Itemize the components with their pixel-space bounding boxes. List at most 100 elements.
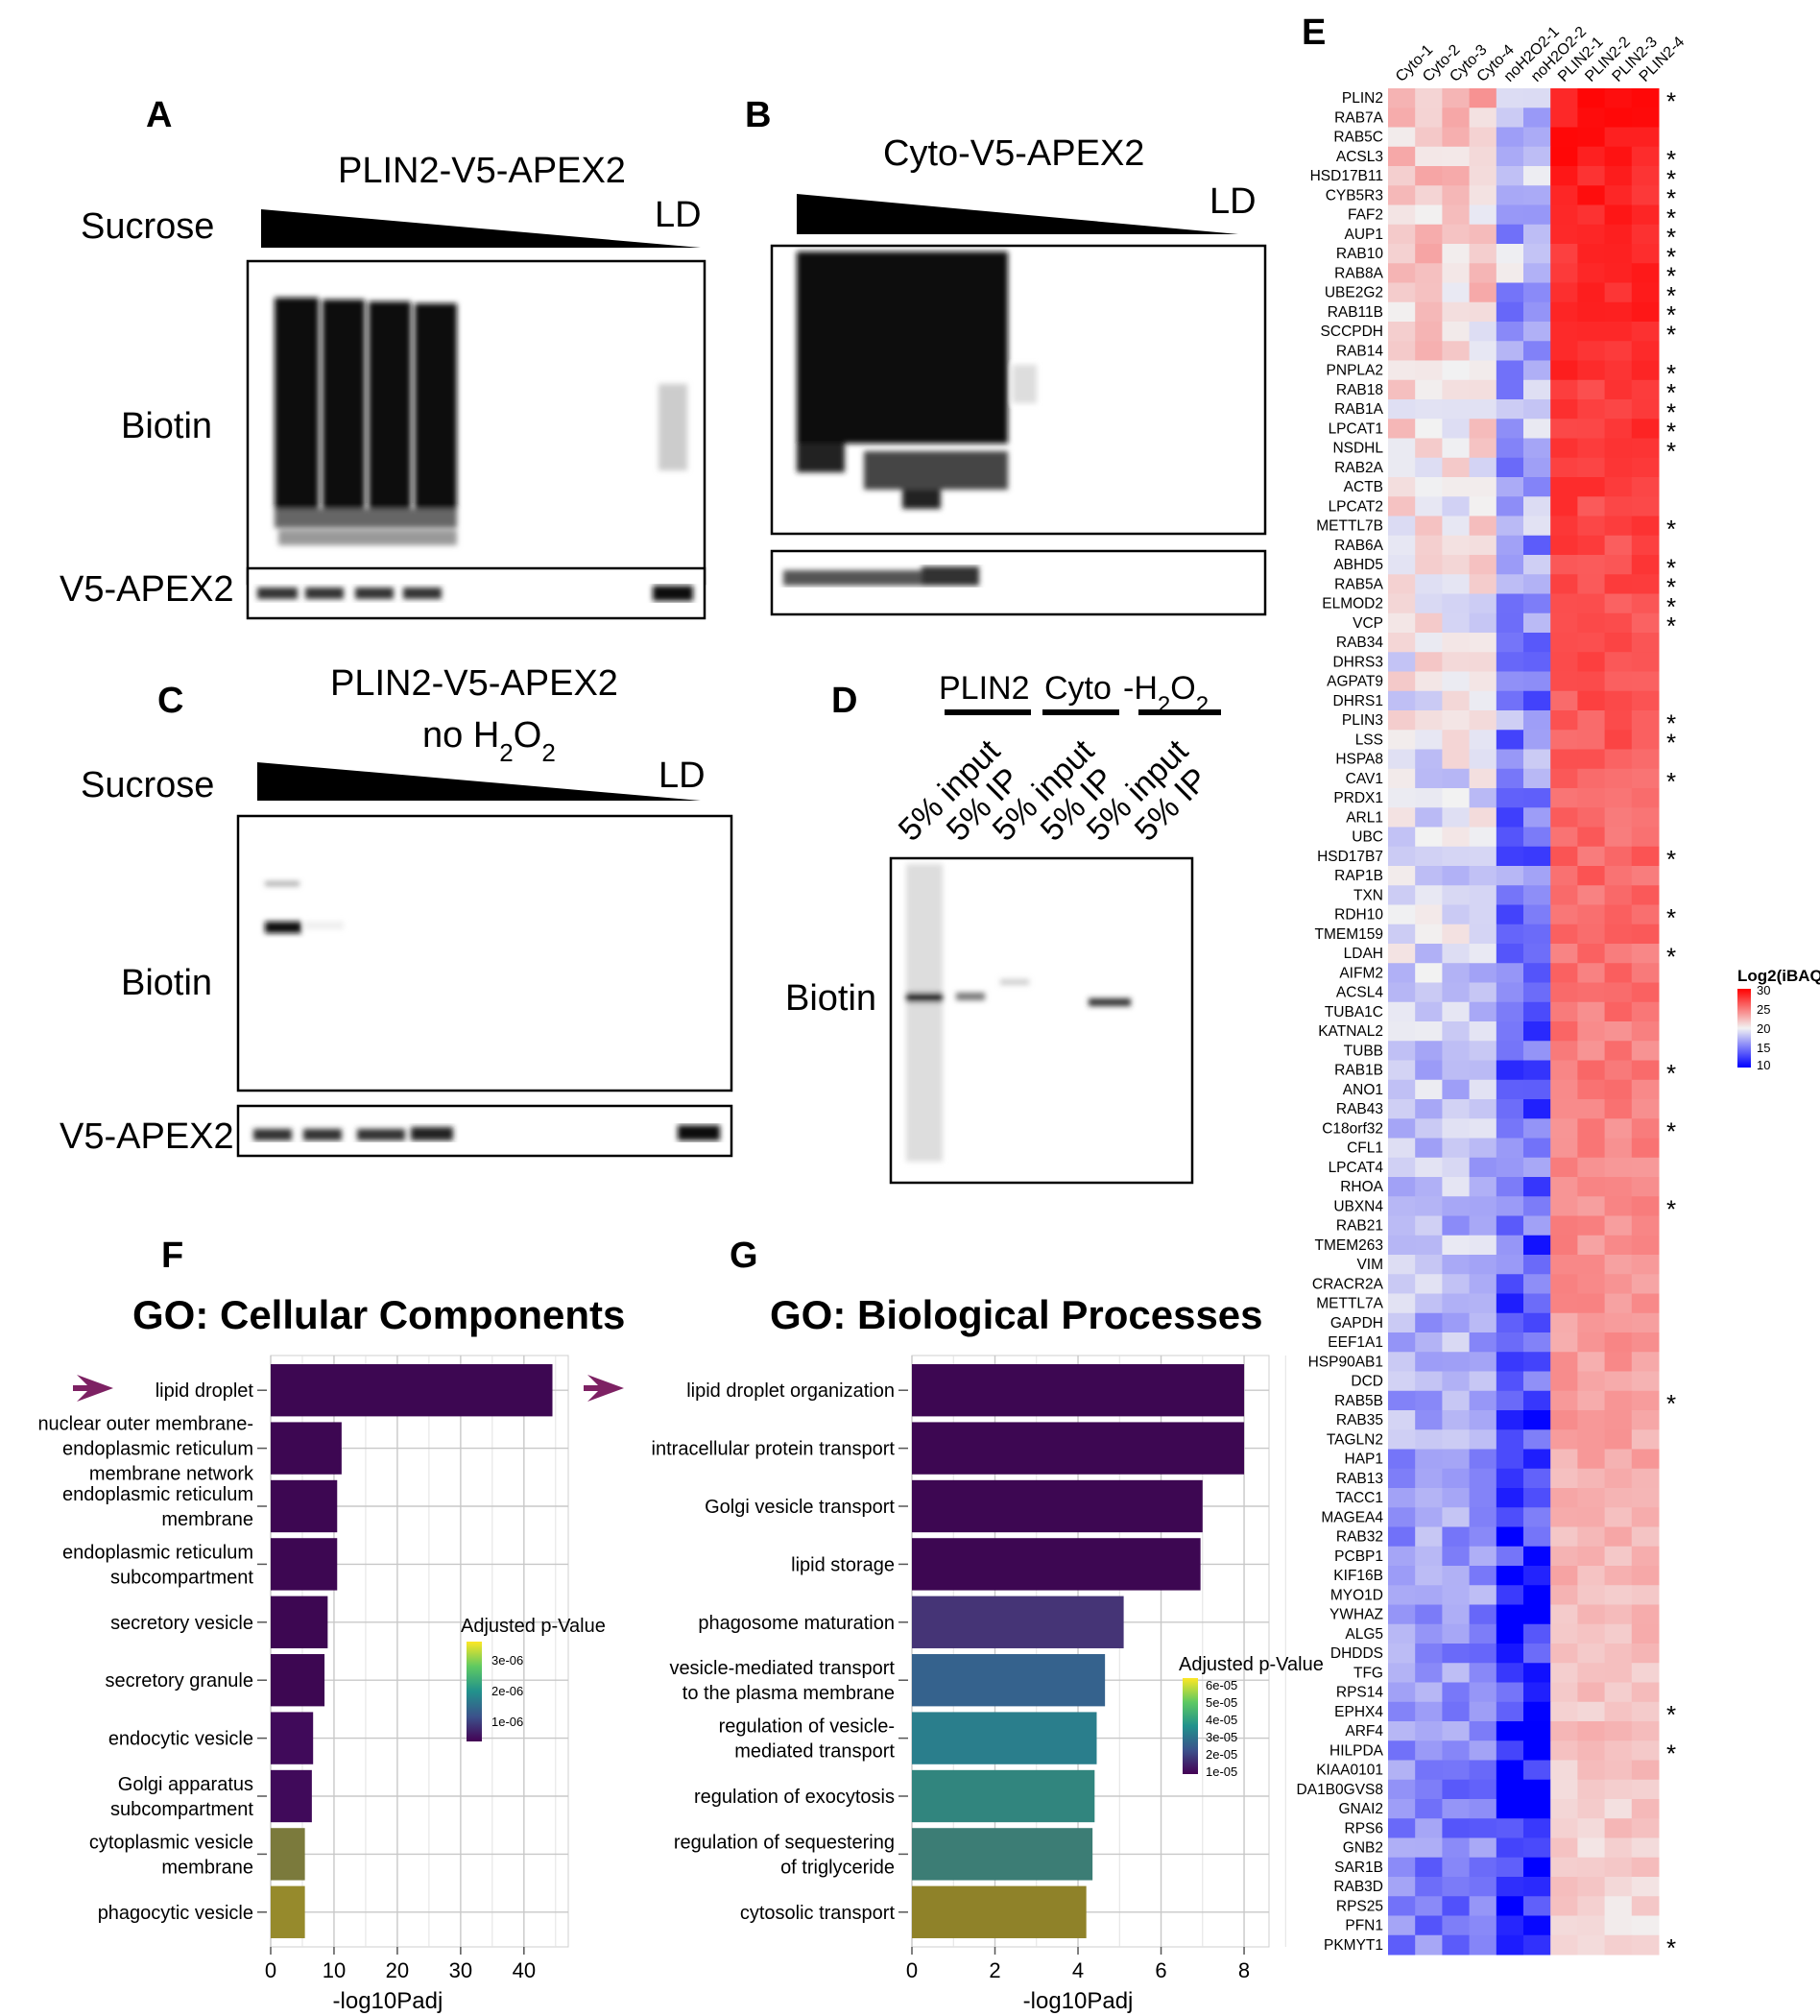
heatmap-cell-rhoa-9: [1604, 1177, 1633, 1197]
heatmap-cell-gnb2-6: [1523, 1837, 1551, 1859]
heatmap-cell-ano1-8: [1577, 1079, 1606, 1100]
heatmap-cell-rps6-6: [1523, 1818, 1551, 1838]
heatmap-row-label-agpat9: AGPAT9: [1327, 674, 1383, 690]
heatmap-cell-ephx4-4: [1469, 1701, 1497, 1722]
heatmap-cell-txn-8: [1577, 885, 1606, 905]
heatmap-cell-rab1a-10: [1631, 399, 1660, 420]
heatmap-cell-rab2a-10: [1631, 457, 1660, 478]
heatmap-cell-rab10-10: [1631, 244, 1660, 264]
heatmap-cell-mettl7a-2: [1415, 1293, 1443, 1314]
heatmap-cell-pnpla2-4: [1469, 360, 1497, 381]
heatmap-cell-dcd-2: [1415, 1371, 1443, 1392]
heatmap-cell-rab13-1: [1388, 1468, 1416, 1489]
heatmap-cell-rab43-7: [1550, 1099, 1578, 1119]
heatmap-cell-pkmyt1-2: [1415, 1934, 1443, 1956]
heatmap-cell-rab5c-4: [1469, 127, 1497, 148]
heatmap-cell-lpcat1-9: [1604, 419, 1633, 439]
panel-letter-d: D: [831, 681, 857, 721]
panel-f-legend-tick-1e-06: 1e-06: [491, 1715, 523, 1729]
heatmap-cell-aup1-5: [1496, 224, 1524, 245]
sucrose-gradient-wedge-b: [797, 194, 1238, 234]
heatmap-cell-dcd-8: [1577, 1371, 1606, 1392]
heatmap-cell-ephx4-7: [1550, 1701, 1578, 1722]
heatmap-star-pnpla2: *: [1666, 359, 1676, 388]
panel-c-title-line1: PLIN2-V5-APEX2: [330, 663, 618, 704]
heatmap-cell-arl1-5: [1496, 807, 1524, 828]
heatmap-cell-c18orf32-2: [1415, 1118, 1443, 1139]
heatmap-cell-rab35-5: [1496, 1410, 1524, 1430]
heatmap-cell-txn-9: [1604, 885, 1633, 905]
heatmap-cell-faf2-1: [1388, 204, 1416, 226]
heatmap-cell-rap1b-1: [1388, 866, 1416, 886]
heatmap-cell-rps6-4: [1469, 1818, 1497, 1838]
chartF-category-label-7-1: subcompartment: [110, 1799, 253, 1820]
panel-e: E Cyto-1Cyto-2Cyto-3Cyto-4noH2O2-1noH2O2…: [1297, 12, 1820, 1962]
heatmap-cell-actb-5: [1496, 477, 1524, 497]
heatmap-row-label-gapdh: GAPDH: [1330, 1315, 1383, 1332]
heatmap-cell-gnb2-9: [1604, 1837, 1633, 1859]
heatmap-cell-cracr2a-8: [1577, 1274, 1606, 1294]
heatmap-cell-rps25-9: [1604, 1896, 1633, 1916]
heatmap-star-plin2: *: [1666, 86, 1676, 115]
heatmap-cell-cfl1-9: [1604, 1138, 1633, 1159]
heatmap-cell-kif16b-9: [1604, 1566, 1633, 1586]
heatmap-cell-rab1a-3: [1442, 399, 1471, 420]
heatmap-star-rab5a: *: [1666, 573, 1676, 602]
heatmap-cell-tmem263-4: [1469, 1235, 1497, 1256]
heatmap-cell-aup1-2: [1415, 224, 1443, 245]
heatmap-cell-hspa8-7: [1550, 749, 1578, 770]
heatmap-cell-ano1-2: [1415, 1079, 1443, 1100]
heatmap-cell-ube2g2-2: [1415, 282, 1443, 303]
heatmap-cell-ubc-3: [1442, 827, 1471, 848]
heatmap-cell-ubxn4-6: [1523, 1196, 1551, 1216]
heatmap-cell-ldah-6: [1523, 944, 1551, 964]
heatmap-cell-rab1a-8: [1577, 399, 1606, 420]
panel-a-v5-label: V5-APEX2: [60, 569, 234, 610]
heatmap-row-label-tmem263: TMEM263: [1315, 1237, 1384, 1254]
heatmap-legend: Log2(iBAQ) 30 25 20 15 10: [1737, 967, 1820, 1072]
heatmap-cell-plin3-3: [1442, 710, 1471, 731]
heatmap-cell-rab43-4: [1469, 1099, 1497, 1119]
chartG-category-label-7-0: regulation of exocytosis: [694, 1787, 895, 1808]
heatmap-cell-rab43-3: [1442, 1099, 1471, 1119]
heatmap-cell-rps25-5: [1496, 1896, 1524, 1916]
heatmap-cell-rap1b-8: [1577, 866, 1606, 886]
heatmap-cell-rab35-4: [1469, 1410, 1497, 1430]
heatmap-cell-cracr2a-3: [1442, 1274, 1471, 1294]
panel-d-group-cyto: Cyto: [1044, 670, 1112, 707]
heatmap-cell-dcd-5: [1496, 1371, 1524, 1392]
heatmap-cell-gapdh-7: [1550, 1312, 1578, 1333]
chartF-bar-endoplasmic-reticulum-membrane: [271, 1479, 338, 1533]
heatmap-cell-lss-5: [1496, 730, 1524, 750]
chartG-bar-regulation-of-exocytosis: [912, 1769, 1095, 1823]
heatmap-cell-dhrs3-8: [1577, 652, 1606, 672]
heatmap-row-label-plin2: PLIN2: [1342, 90, 1383, 107]
heatmap-cell-rap1b-4: [1469, 866, 1497, 886]
heatmap-cell-rab8a-8: [1577, 263, 1606, 283]
heatmap-cell-acsl4-5: [1496, 982, 1524, 1003]
heatmap-cell-c18orf32-4: [1469, 1118, 1497, 1139]
heatmap-row-label-rap1b: RAP1B: [1334, 868, 1383, 884]
heatmap-cell-rab5c-3: [1442, 127, 1471, 148]
heatmap-row-label-ubxn4: UBXN4: [1333, 1198, 1383, 1214]
heatmap-cell-dhrs3-2: [1415, 652, 1443, 672]
heatmap-cell-rab18-5: [1496, 379, 1524, 400]
heatmap-cell-tfg-9: [1604, 1663, 1633, 1683]
chartF-category-label-7-0: Golgi apparatus: [118, 1774, 253, 1795]
panel-f: F GO: Cellular Components 0 10 20 30 40 lipid…: [37, 1236, 625, 2014]
heatmap-cell-rab7a-3: [1442, 108, 1471, 128]
heatmap-cell-dhrs1-10: [1631, 690, 1660, 711]
heatmap-cell-rab5b-8: [1577, 1390, 1606, 1411]
heatmap-row-label-pnpla2: PNPLA2: [1327, 363, 1383, 379]
heatmap-row-label-nsdhl: NSDHL: [1332, 441, 1383, 457]
heatmap-star-rab18: *: [1666, 378, 1676, 407]
heatmap-cell-kiaa0101-6: [1523, 1760, 1551, 1781]
heatmap-cell-plin3-10: [1631, 710, 1660, 731]
chartF-category-label-9-0: phagocytic vesicle: [98, 1903, 253, 1924]
heatmap-cell-dhdds-5: [1496, 1644, 1524, 1664]
heatmap-cell-tacc1-5: [1496, 1488, 1524, 1508]
heatmap-cell-rab3d-1: [1388, 1877, 1416, 1897]
heatmap-cell-tagln2-1: [1388, 1429, 1416, 1450]
chartF-category-label-2-1: membrane: [161, 1509, 253, 1530]
heatmap-cell-hsp90ab1-6: [1523, 1352, 1551, 1372]
